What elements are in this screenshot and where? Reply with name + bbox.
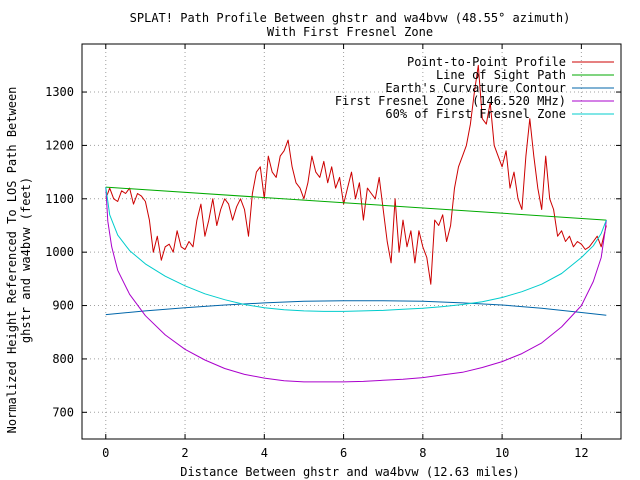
series-line-60-of-first-fresnel-zone (105, 187, 607, 312)
series-line-first-fresnel-zone-146-520-mhz (105, 187, 607, 383)
x-tick-label: 10 (495, 446, 509, 460)
x-tick-label: 4 (261, 446, 268, 460)
legend-label: Earth's Curvature Contour (385, 81, 566, 95)
series-line-earth-s-curvature-contour (105, 300, 607, 316)
y-axis-label-line1: Normalized Height Referenced To LOS Path… (5, 87, 19, 434)
y-tick-label: 800 (52, 352, 74, 366)
legend-label: Line of Sight Path (436, 68, 566, 82)
y-tick-label: 900 (52, 299, 74, 313)
x-axis-label: Distance Between ghstr and wa4bvw (12.63… (180, 465, 520, 479)
y-tick-label: 700 (52, 405, 74, 419)
y-tick-label: 1000 (45, 245, 74, 259)
y-tick-label: 1100 (45, 192, 74, 206)
x-tick-label: 2 (181, 446, 188, 460)
chart-title-line1: SPLAT! Path Profile Between ghstr and wa… (130, 11, 571, 25)
y-axis-label-line2: ghstr and wa4bvw (feet) (19, 177, 33, 343)
series-line-line-of-sight-path (105, 186, 607, 221)
legend-label: 60% of First Fresnel Zone (385, 107, 566, 121)
plot-frame (81, 43, 622, 440)
ticks: 0 2 4 6 8 10 12 700 800 900 1000 1100 1200 1300 (45, 44, 621, 460)
x-tick-label: 8 (419, 446, 426, 460)
chart-title-line2: With First Fresnel Zone (267, 25, 433, 39)
x-tick-label: 12 (574, 446, 588, 460)
legend-label: Point-to-Point Profile (407, 55, 566, 69)
x-tick-label: 0 (102, 446, 109, 460)
legend-label: First Fresnel Zone (146.520 MHz) (335, 94, 566, 108)
series-line-point-to-point-profile (105, 64, 607, 285)
y-tick-label: 1300 (45, 85, 74, 99)
series-layer (105, 64, 607, 383)
y-tick-label: 1200 (45, 138, 74, 152)
x-tick-label: 6 (340, 446, 347, 460)
